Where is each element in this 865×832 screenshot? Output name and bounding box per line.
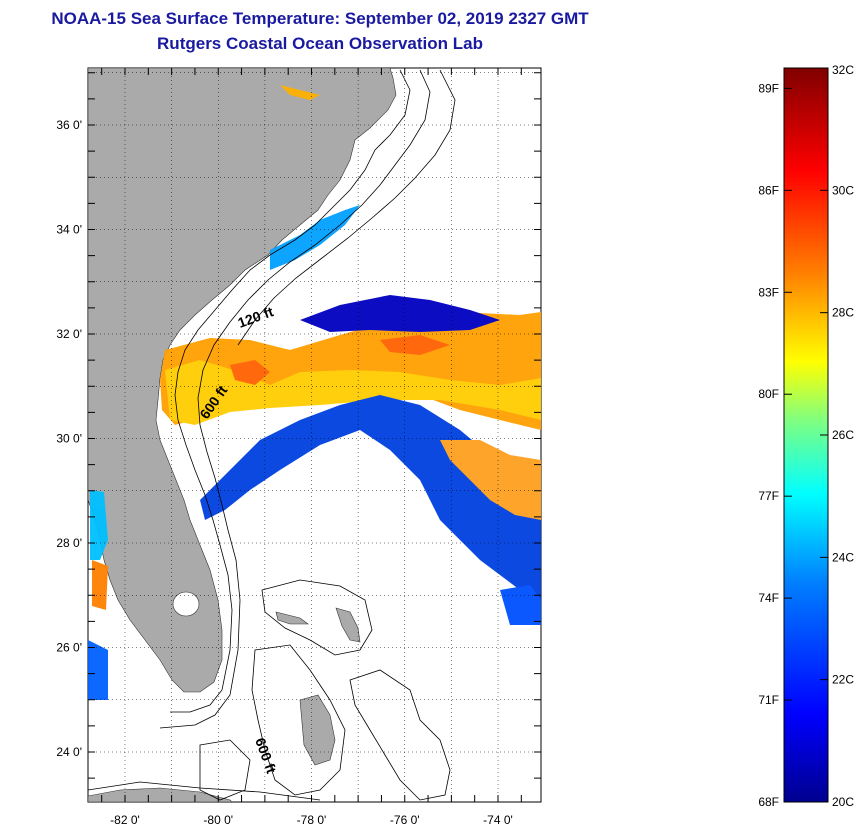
longitude-label: -78 0' [297,813,327,827]
colorbar-label-f: 68F [758,795,779,809]
map-title: NOAA-15 Sea Surface Temperature: Septemb… [51,9,589,28]
land-bahamas-grand [275,611,309,625]
colorbar-label-c: 26C [832,428,854,442]
map-grid [88,68,541,802]
land-bahamas-andros [299,694,336,766]
land-bahamas-abaco [335,607,361,643]
colorbar-label-f: 80F [758,387,779,401]
bathymetry-contours [88,69,456,801]
land-mainland [88,68,397,693]
longitude-label: -82 0' [110,813,140,827]
latitude-label: 32 0' [56,327,82,341]
colorbar-label-c: 20C [832,795,854,809]
longitude-label: -76 0' [390,813,420,827]
latitude-label: 28 0' [56,536,82,550]
temperature-colorbar: 89F 86F 83F 80F 77F 74F 71F 68F 32C 30C 28C 26C 24C… [758,63,854,809]
colorbar-label-c: 22C [832,673,854,687]
colorbar-label-c: 32C [832,63,854,77]
latitude-label: 30 0' [56,432,82,446]
latitude-labels: 36 0' 34 0' 32 0' 30 0' 28 0' 26 0' 24 0' [56,118,82,759]
colorbar-label-f: 83F [758,285,779,299]
latitude-label: 34 0' [56,223,82,237]
longitude-label: -74 0' [483,813,513,827]
longitude-label: -80 0' [203,813,233,827]
latitude-label: 24 0' [56,745,82,759]
colorbar-label-f: 77F [758,489,779,503]
land-cuba [88,787,233,802]
latitude-label: 26 0' [56,641,82,655]
colorbar-label-f: 86F [758,183,779,197]
colorbar-label-f: 89F [758,81,779,95]
lake-okeechobee [172,591,200,617]
colorbar-label-f: 71F [758,693,779,707]
colorbar-label-c: 28C [832,306,854,320]
latitude-label: 36 0' [56,118,82,132]
colorbar-label-c: 30C [832,183,854,197]
map-subtitle: Rutgers Coastal Ocean Observation Lab [157,34,483,53]
colorbar-label-f: 74F [758,591,779,605]
colorbar-label-c: 24C [832,550,854,564]
sst-data [88,85,541,700]
longitude-labels: -82 0' -80 0' -78 0' -76 0' -74 0' [110,813,513,827]
